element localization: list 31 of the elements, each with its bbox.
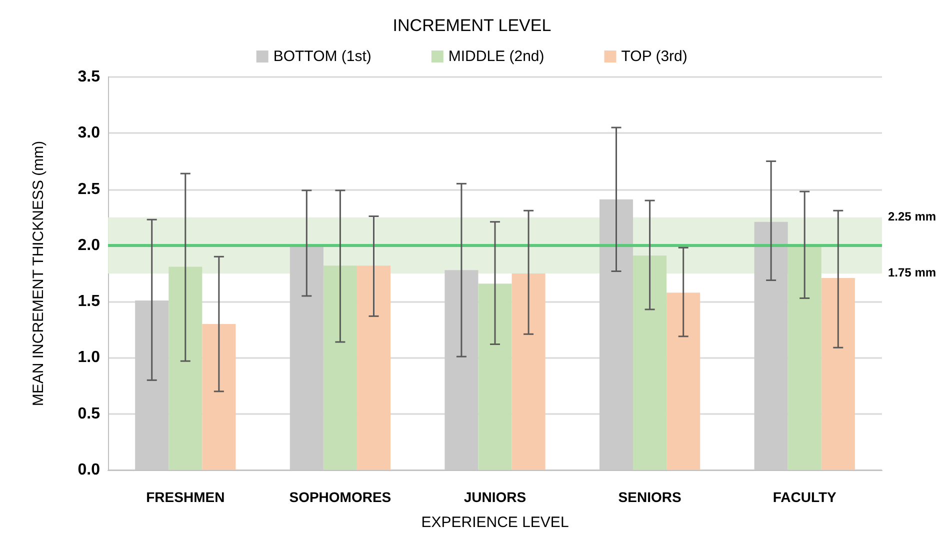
- bar: [821, 278, 855, 470]
- legend-label: BOTTOM (1st): [273, 48, 372, 65]
- bar: [202, 324, 236, 470]
- x-tick-label: FRESHMEN: [146, 489, 225, 505]
- x-tick-label: FACULTY: [772, 489, 838, 505]
- bar: [788, 245, 822, 470]
- legend-label: MIDDLE (2nd): [448, 48, 544, 65]
- y-tick-label: 0.5: [78, 405, 100, 422]
- legend-title: INCREMENT LEVEL: [392, 16, 552, 35]
- x-axis-title: EXPERIENCE LEVEL: [421, 514, 569, 531]
- y-tick-label: 2.0: [78, 236, 100, 254]
- text: 2.25 mm: [888, 209, 936, 224]
- y-axis-title: MEAN INCREMENT THICKNESS (mm): [30, 140, 47, 406]
- text: 1.75 mm: [888, 266, 936, 280]
- bar: [666, 292, 700, 470]
- legend-label: TOP (3rd): [621, 48, 688, 65]
- y-tick-label: 3.0: [78, 124, 100, 142]
- x-tick-label: SENIORS: [618, 489, 682, 505]
- bar: [323, 266, 357, 470]
- y-tick-label: 1.5: [78, 293, 100, 310]
- y-tick-label: 0.0: [78, 462, 100, 478]
- x-tick-label: JUNIORS: [464, 489, 526, 505]
- bar: [356, 266, 391, 470]
- bar: [478, 284, 512, 470]
- y-tick-label: 2.5: [78, 180, 100, 198]
- x-tick-label: SOPHOMORES: [289, 489, 392, 505]
- bar: [633, 256, 667, 470]
- y-tick-label: 3.5: [78, 68, 100, 86]
- bar: [512, 274, 546, 470]
- bar: [168, 266, 202, 470]
- y-tick-label: 1.0: [78, 349, 100, 366]
